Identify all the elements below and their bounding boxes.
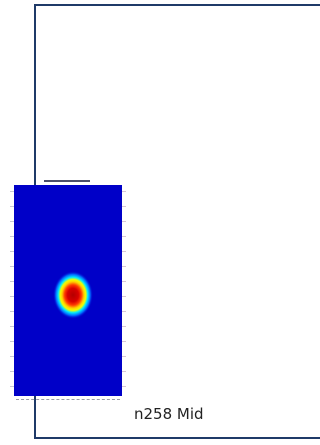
left-tick-mark [10, 311, 14, 312]
left-tick-mark [10, 191, 14, 192]
left-tick-mark [10, 206, 14, 207]
right-tick-mark [122, 191, 126, 192]
signal-heatmap [14, 185, 122, 396]
right-tick-mark [122, 356, 126, 357]
heatmap-canvas [14, 185, 122, 396]
right-tick-column [122, 185, 128, 396]
left-tick-mark [10, 251, 14, 252]
right-tick-mark [122, 221, 126, 222]
left-tick-mark [10, 221, 14, 222]
right-tick-mark [122, 206, 126, 207]
right-tick-mark [122, 386, 126, 387]
left-tick-mark [10, 326, 14, 327]
left-tick-mark [10, 386, 14, 387]
left-tick-mark [10, 281, 14, 282]
right-tick-mark [122, 341, 126, 342]
heatmap-header-line [44, 180, 90, 182]
left-tick-mark [10, 266, 14, 267]
left-tick-mark [10, 371, 14, 372]
right-tick-mark [122, 251, 126, 252]
left-tick-column [8, 185, 14, 396]
left-tick-mark [10, 296, 14, 297]
left-tick-mark [10, 341, 14, 342]
left-tick-mark [10, 356, 14, 357]
right-tick-mark [122, 266, 126, 267]
right-tick-mark [122, 281, 126, 282]
heatmap-bottom-axis [16, 399, 120, 400]
right-tick-mark [122, 311, 126, 312]
right-tick-mark [122, 371, 126, 372]
right-tick-mark [122, 296, 126, 297]
left-tick-mark [10, 236, 14, 237]
right-tick-mark [122, 326, 126, 327]
right-tick-mark [122, 236, 126, 237]
panel-caption: n258 Mid [134, 405, 204, 423]
heatmap-hotspot [53, 271, 93, 319]
